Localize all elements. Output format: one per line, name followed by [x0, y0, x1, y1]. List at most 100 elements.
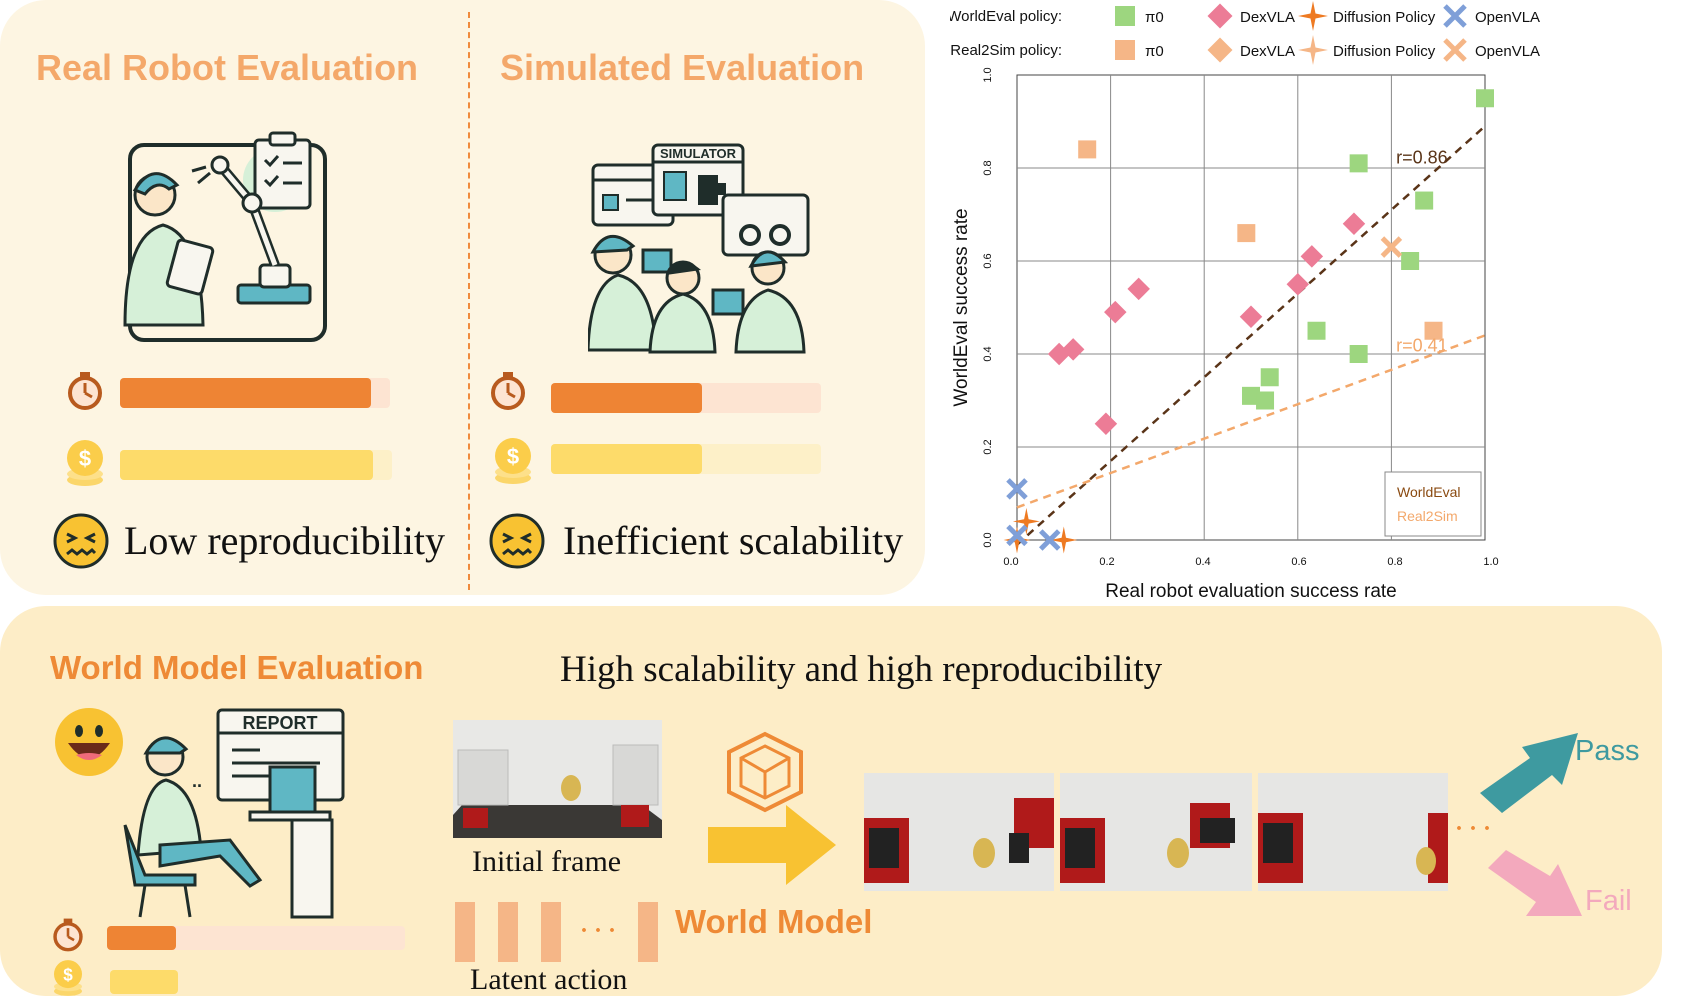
square-marker — [1115, 40, 1135, 60]
diamond-marker — [1127, 277, 1150, 301]
wm-cost-bar-fill — [110, 970, 178, 994]
svg-text:..: .. — [192, 771, 202, 791]
real-caption: Low reproducibility — [124, 518, 446, 563]
diamond-marker — [1239, 305, 1263, 329]
legend-item-label: Diffusion Policy — [1333, 43, 1436, 60]
coin-icon: $ — [54, 960, 82, 996]
simulator-illustration: SIMULATOR — [588, 143, 810, 354]
report-label: REPORT — [242, 713, 317, 733]
x-marker — [1038, 529, 1061, 551]
square-marker — [1242, 386, 1260, 405]
pass-arrow-icon — [1480, 733, 1578, 813]
star-marker — [1050, 526, 1078, 554]
x-tick-label: 0.0 — [1003, 556, 1018, 568]
star-marker — [1003, 526, 1031, 554]
frames-dots: · · · — [1455, 816, 1492, 842]
x-marker — [1443, 4, 1467, 28]
frustrated-face-icon — [489, 513, 545, 569]
fit-line — [1016, 125, 1486, 546]
stopwatch-icon — [491, 372, 525, 410]
initial-frame-image — [453, 720, 662, 838]
fit-label: r=0.41 — [1396, 336, 1448, 356]
legend-item-label: Diffusion Policy — [1333, 9, 1436, 26]
y-tick-label: 0.0 — [982, 532, 994, 547]
generated-frame-2 — [1060, 773, 1252, 891]
y-tick-label: 1.0 — [982, 67, 994, 82]
inset-legend-label: WorldEval — [1397, 484, 1461, 500]
inset-legend-box — [1384, 471, 1482, 537]
wm-time-bar-fill — [107, 926, 176, 950]
x-axis-label: Real robot evaluation success rate — [1105, 581, 1397, 600]
square-marker — [1307, 321, 1326, 340]
wm-cost-bar — [110, 970, 178, 994]
diamond-marker — [1342, 212, 1366, 236]
chart-legend: WorldEval policy: π0 DexVLA Diffusion Polic… — [950, 1, 1540, 65]
stopwatch-icon — [68, 372, 102, 410]
fail-label: Fail — [1585, 885, 1632, 917]
legend-item-label: OpenVLA — [1475, 9, 1540, 26]
coin-icon: $ — [67, 440, 103, 486]
diamond-marker — [1104, 300, 1127, 324]
real-cost-bar-fill — [120, 450, 373, 480]
real-time-bar — [120, 378, 390, 408]
square-marker — [1115, 6, 1135, 26]
world-model-label: World Model — [675, 903, 873, 940]
x-marker-stroke — [1006, 478, 1028, 500]
square-marker — [1237, 224, 1256, 243]
x-marker-stroke — [1443, 4, 1467, 28]
sim-cost-bar-fill — [551, 444, 703, 474]
cube-icon — [727, 731, 803, 813]
x-tick-label: 1.0 — [1483, 556, 1498, 568]
inset-legend-label: Real2Sim — [1397, 508, 1458, 524]
legend-row-label: WorldEval policy: — [950, 8, 1062, 25]
y-axis-label: WorldEval success rate — [951, 208, 972, 406]
x-marker — [1443, 38, 1467, 62]
real-robot-illustration — [123, 131, 327, 342]
svg-text:$: $ — [79, 446, 91, 471]
happy-face-icon — [55, 708, 123, 776]
svg-text:$: $ — [507, 444, 519, 469]
star-marker — [1012, 507, 1040, 535]
sim-time-bar-fill — [551, 383, 703, 413]
evaluator-illustration: REPORT .. — [123, 708, 345, 919]
wm-time-bar — [107, 926, 405, 950]
diamond-marker — [1300, 245, 1324, 268]
generated-frame-3 — [1258, 773, 1448, 891]
section-divider — [468, 12, 470, 590]
latent-token — [455, 902, 475, 962]
x-marker — [1380, 236, 1403, 258]
legend-item-label: DexVLA — [1240, 9, 1295, 26]
diamond-marker — [1207, 3, 1233, 29]
x-marker-stroke — [1380, 236, 1403, 258]
forward-arrow-icon — [708, 805, 836, 885]
x-tick-label: 0.2 — [1099, 556, 1114, 568]
legend-row-label: Real2Sim policy: — [950, 42, 1062, 59]
x-marker — [1006, 524, 1028, 547]
fit-label: r=0.86 — [1396, 147, 1448, 167]
initial-frame-caption: Initial frame — [472, 845, 622, 878]
y-tick-label: 0.2 — [982, 439, 994, 454]
legend-item-label: π0 — [1145, 9, 1164, 26]
x-tick-label: 0.6 — [1291, 556, 1306, 568]
y-tick-label: 0.8 — [982, 160, 994, 175]
x-tick-label: 0.4 — [1195, 556, 1210, 568]
star-marker — [1298, 1, 1328, 31]
x-marker-stroke — [1006, 524, 1028, 547]
sim-caption: Inefficient scalability — [563, 518, 904, 563]
diamond-marker — [1094, 412, 1118, 435]
square-marker — [1349, 154, 1368, 173]
pass-label: Pass — [1575, 735, 1640, 767]
real-cost-bar — [120, 450, 392, 480]
x-tick-label: 0.8 — [1387, 556, 1402, 568]
x-marker-stroke — [1038, 529, 1061, 551]
latent-action-caption: Latent action — [470, 963, 628, 996]
sim-time-bar — [551, 383, 821, 413]
sim-cost-bar — [551, 444, 821, 474]
real-robot-title: Real Robot Evaluation — [36, 47, 419, 88]
coin-icon: $ — [495, 438, 531, 484]
x-marker-stroke — [1443, 38, 1467, 62]
legend-item-label: π0 — [1145, 43, 1164, 60]
diamond-marker — [1047, 342, 1071, 366]
legend-item-label: OpenVLA — [1475, 43, 1540, 60]
world-model-eval-title: World Model Evaluation — [50, 649, 424, 686]
